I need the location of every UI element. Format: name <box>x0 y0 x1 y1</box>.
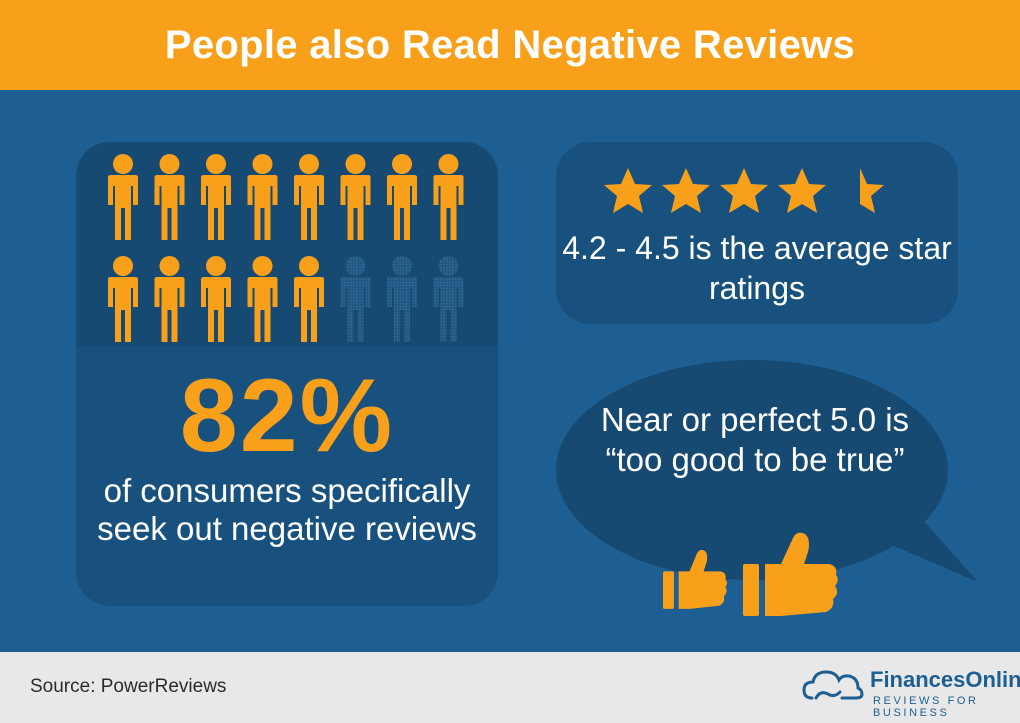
person-icon <box>108 256 138 342</box>
logo-tagline: REVIEWS FOR BUSINESS <box>873 695 979 719</box>
star-rating <box>604 168 884 213</box>
person-icon <box>247 154 278 240</box>
stat-description: of consumers specifically seek out negat… <box>97 472 477 547</box>
person-icon <box>294 154 324 240</box>
half-star-icon <box>860 168 884 213</box>
thumbs-up-group <box>663 532 838 616</box>
person-icon <box>340 256 371 342</box>
star-icon <box>662 168 710 213</box>
people-icon-grid <box>108 154 464 342</box>
star-icon <box>604 168 652 213</box>
thumbs-up-icon <box>663 549 727 609</box>
header-banner: People also Read Negative Reviews <box>0 0 1020 90</box>
stat-value: 82% <box>179 358 395 474</box>
star-icon <box>720 168 768 213</box>
people-stat-panel: 82% of consumers specifically seek out n… <box>76 142 498 606</box>
person-icon <box>154 256 185 342</box>
person-icon <box>433 154 464 240</box>
source-text: Source: PowerReviews <box>30 676 227 697</box>
page-title: People also Read Negative Reviews <box>164 22 856 67</box>
star-icon <box>778 168 826 213</box>
person-icon <box>433 256 464 342</box>
person-icon <box>154 154 185 240</box>
person-icon <box>340 154 371 240</box>
logo-name: FinancesOnline <box>870 667 1020 692</box>
person-icon <box>294 256 324 342</box>
person-icon <box>201 256 231 342</box>
people-stat-block: 82% of consumers specifically seek out n… <box>76 364 498 548</box>
person-icon <box>247 256 278 342</box>
person-icon <box>201 154 231 240</box>
thumbs-up-icon <box>743 532 838 616</box>
person-icon <box>108 154 138 240</box>
person-icon <box>387 256 417 342</box>
rating-text: 4.2 - 4.5 is the average star ratings <box>562 230 952 306</box>
perfect-rating-text: Near or perfect 5.0 is “too good to be t… <box>600 401 910 478</box>
people-band <box>76 142 498 346</box>
cloud-logo-icon <box>802 670 864 700</box>
footer: Source: PowerReviews FinancesOnline REVI… <box>0 652 1020 723</box>
person-icon <box>387 154 417 240</box>
rating-panel: 4.2 - 4.5 is the average star ratings <box>556 142 958 324</box>
